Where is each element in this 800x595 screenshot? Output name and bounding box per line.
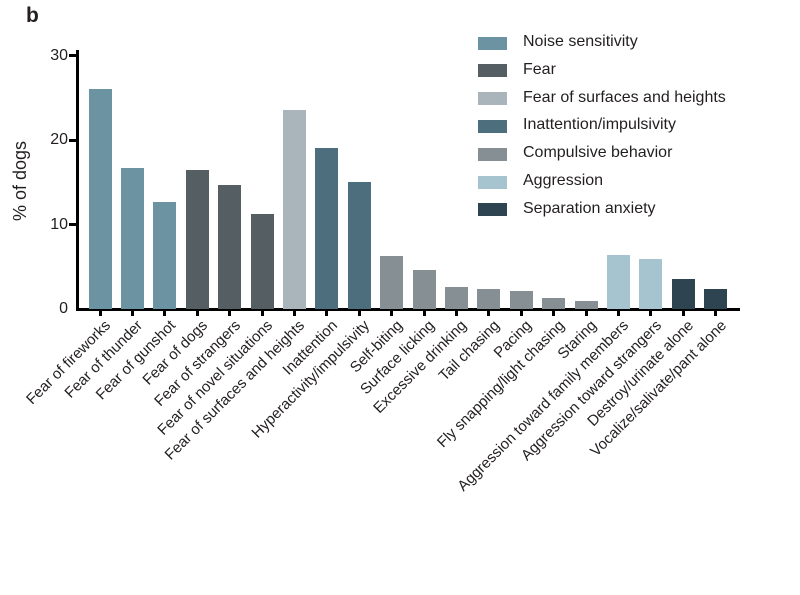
legend-swatch <box>478 36 507 50</box>
legend-swatch <box>478 64 507 78</box>
legend-swatch <box>478 175 507 189</box>
x-tick <box>195 311 199 316</box>
x-tick <box>260 311 264 316</box>
bar <box>639 259 663 309</box>
legend-swatch <box>478 119 507 133</box>
bar <box>574 301 598 309</box>
bar <box>509 291 533 309</box>
x-tick <box>98 311 102 316</box>
x-tick <box>649 311 653 316</box>
x-tick <box>552 311 556 316</box>
legend-swatch <box>478 147 507 161</box>
x-tick <box>325 311 329 316</box>
x-tick <box>519 311 523 316</box>
bar <box>347 182 371 309</box>
legend-label: Inattention/impulsivity <box>523 116 676 134</box>
bar <box>120 167 144 309</box>
bar <box>704 288 728 309</box>
legend-swatch <box>478 92 507 106</box>
bar <box>380 255 404 309</box>
y-tick-label: 20 <box>50 131 68 148</box>
x-tick <box>584 311 588 316</box>
legend-label: Compulsive behavior <box>523 144 673 162</box>
bar <box>88 89 112 309</box>
x-tick <box>163 311 167 316</box>
x-tick <box>357 311 361 316</box>
x-tick <box>130 311 134 316</box>
x-tick <box>390 311 394 316</box>
y-tick <box>69 54 77 57</box>
legend-label: Noise sensitivity <box>523 33 638 50</box>
bar <box>542 298 566 309</box>
bar <box>315 147 339 309</box>
bar <box>185 169 209 309</box>
x-tick <box>422 311 426 316</box>
x-tick <box>228 311 232 316</box>
legend-swatch <box>478 203 507 217</box>
y-axis-line <box>76 50 79 311</box>
legend-label: Separation anxiety <box>523 199 656 217</box>
bar <box>412 270 436 309</box>
y-axis-title: % of dogs <box>10 140 30 222</box>
legend-label: Fear <box>523 60 556 78</box>
x-tick <box>681 311 685 316</box>
bar <box>153 201 177 309</box>
legend-label: Aggression <box>523 172 604 189</box>
panel-label: b <box>26 4 39 27</box>
y-tick-label: 0 <box>59 300 68 317</box>
y-tick <box>69 138 77 142</box>
x-tick <box>616 311 620 316</box>
legend-label: Fear of surfaces and heights <box>523 88 726 106</box>
bar <box>477 288 501 309</box>
y-tick-label: 30 <box>50 46 68 64</box>
x-tick <box>292 311 296 316</box>
x-axis-line <box>76 308 740 311</box>
y-tick <box>69 223 77 226</box>
bar <box>218 184 242 309</box>
x-tick <box>714 311 718 316</box>
bar <box>444 287 468 309</box>
x-tick <box>454 311 458 316</box>
y-tick-label: 10 <box>50 215 68 233</box>
bar <box>250 214 274 309</box>
x-tick <box>487 311 491 316</box>
bar <box>671 278 695 309</box>
bar <box>606 254 630 309</box>
bar <box>282 110 306 309</box>
